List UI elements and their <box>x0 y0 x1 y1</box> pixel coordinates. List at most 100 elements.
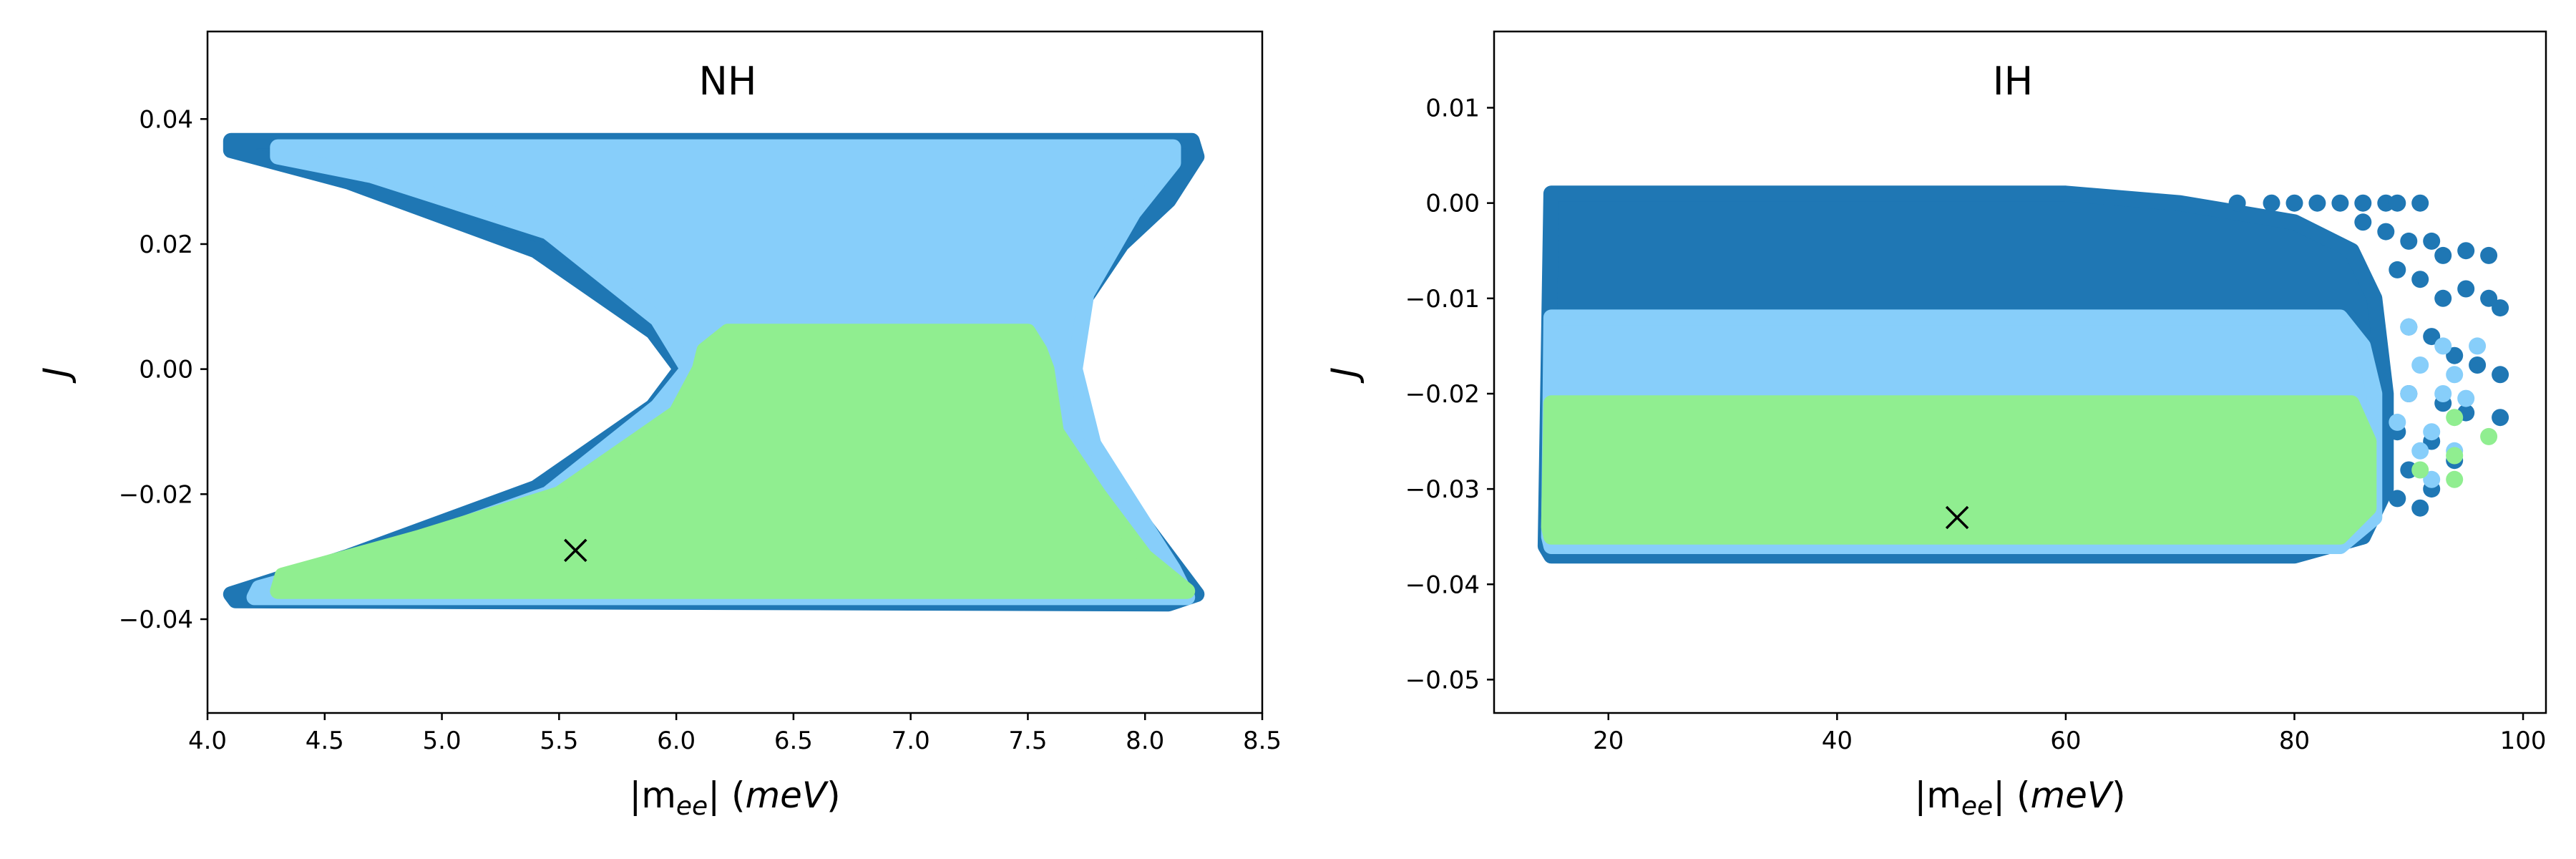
point-outer <box>2331 194 2349 212</box>
point-middle <box>2400 318 2418 336</box>
point-outer <box>2480 289 2498 307</box>
x-marker-stroke <box>564 538 587 563</box>
point-outer <box>2411 499 2429 517</box>
y-axis-label: J <box>1324 367 1365 384</box>
x-axis-label-unit: | ( <box>708 775 745 816</box>
x-axis-label-base: |m <box>1914 775 1961 816</box>
point-outer <box>2423 328 2441 346</box>
point-inner <box>2446 447 2464 465</box>
x-axis-label-unit: | ( <box>1993 775 2030 816</box>
x-marker <box>1945 505 1969 530</box>
y-tick-label: −0.03 <box>1405 475 1480 504</box>
point-inner <box>2446 409 2464 427</box>
point-inner <box>2411 461 2429 479</box>
x-tick-label: 4.5 <box>306 727 344 755</box>
point-middle <box>2411 442 2429 460</box>
x-tick-label: 4.0 <box>188 727 227 755</box>
x-tick-label: 40 <box>1822 727 1853 755</box>
x-tick-label: 6.0 <box>657 727 696 755</box>
point-outer <box>2389 490 2406 508</box>
point-middle <box>2457 389 2475 407</box>
x-tick-label: 8.5 <box>1243 727 1282 755</box>
point-outer <box>2492 299 2509 317</box>
point-middle <box>2434 337 2452 355</box>
x-tick-label: 6.5 <box>774 727 813 755</box>
plot-frame <box>1493 30 2547 714</box>
x-tick-label: 7.0 <box>892 727 930 755</box>
point-middle <box>2411 356 2429 374</box>
x-axis-label-unit-name: meV <box>745 775 829 816</box>
y-tick-label: −0.05 <box>1405 666 1480 694</box>
y-tick-label: −0.01 <box>1405 285 1480 314</box>
plot-area <box>223 132 1205 612</box>
x-tick-label: 60 <box>2050 727 2081 755</box>
point-outer <box>2389 194 2406 212</box>
x-tick-label: 7.5 <box>1008 727 1047 755</box>
y-tick-label: 0.02 <box>139 230 193 259</box>
point-outer <box>2411 194 2429 212</box>
point-outer <box>2377 223 2395 241</box>
y-tick-label: −0.04 <box>1405 571 1480 599</box>
x-axis-label: |mee| (meV) <box>1914 775 2125 821</box>
x-tick-label: 8.0 <box>1126 727 1164 755</box>
y-tick-label: 0.00 <box>139 356 193 384</box>
y-tick-label: 0.01 <box>1425 94 1480 123</box>
point-middle <box>2469 337 2487 355</box>
point-middle <box>2423 423 2441 441</box>
point-inner <box>2446 470 2464 488</box>
point-middle <box>2446 366 2464 384</box>
region-inner <box>270 324 1196 599</box>
x-tick-label: 20 <box>1593 727 1624 755</box>
point-middle <box>2400 385 2418 402</box>
point-outer <box>2423 232 2441 250</box>
y-tick-label: −0.02 <box>119 480 193 509</box>
y-tick-label: −0.04 <box>119 606 193 634</box>
x-axis-label-subscript: ee <box>676 792 708 821</box>
point-outer <box>2446 346 2464 364</box>
x-tick-label: 5.0 <box>423 727 462 755</box>
x-tick-label: 80 <box>2279 727 2310 755</box>
y-axis-label: J <box>36 367 77 384</box>
point-outer <box>2469 356 2487 374</box>
x-axis-label-close: ) <box>2112 775 2126 816</box>
point-middle <box>2389 413 2406 431</box>
point-outer <box>2411 271 2429 288</box>
point-outer <box>2434 246 2452 264</box>
x-marker-stroke <box>1945 505 1969 530</box>
x-tick-label: 100 <box>2500 727 2547 755</box>
point-outer <box>2434 289 2452 307</box>
point-outer <box>2285 194 2303 212</box>
point-outer <box>2354 213 2372 231</box>
point-inner <box>2480 427 2498 445</box>
x-marker <box>564 538 587 563</box>
y-tick-label: −0.02 <box>1405 380 1480 409</box>
panel-title: NH <box>699 59 757 104</box>
plot-area <box>1537 185 2509 564</box>
region-inner <box>1541 395 2377 545</box>
point-outer <box>2354 194 2372 212</box>
x-axis-label: |mee| (meV) <box>629 775 840 821</box>
x-axis-label-close: ) <box>826 775 841 816</box>
panel-title: IH <box>1993 59 2034 104</box>
point-outer <box>2308 194 2326 212</box>
x-tick-label: 5.5 <box>540 727 578 755</box>
nh-panel: 4.0 4.5 5.0 5.5 6.0 6.5 7.0 7.5 8.0 8.5 −0.04 −0.02… <box>36 30 1282 821</box>
point-outer <box>2457 280 2475 298</box>
point-outer <box>2389 261 2406 278</box>
point-middle <box>2434 385 2452 402</box>
y-tick-label: 0.04 <box>139 105 193 134</box>
point-middle <box>2423 470 2441 488</box>
x-axis-label-unit-name: meV <box>2030 775 2114 816</box>
point-outer <box>2228 194 2246 212</box>
ih-panel: 20 40 60 80 100 −0.05 −0.04 −0.03 −0.02 −0.01 0.00… <box>1324 30 2547 821</box>
y-tick-label: 0.00 <box>1425 190 1480 218</box>
point-outer <box>2492 366 2509 384</box>
point-outer <box>2400 232 2418 250</box>
x-axis-label-base: |m <box>629 775 676 816</box>
point-outer <box>2263 194 2280 212</box>
x-axis-label-subscript: ee <box>1961 792 1993 821</box>
plot-frame <box>206 30 1264 714</box>
point-outer <box>2457 242 2475 260</box>
point-outer <box>2480 246 2498 264</box>
